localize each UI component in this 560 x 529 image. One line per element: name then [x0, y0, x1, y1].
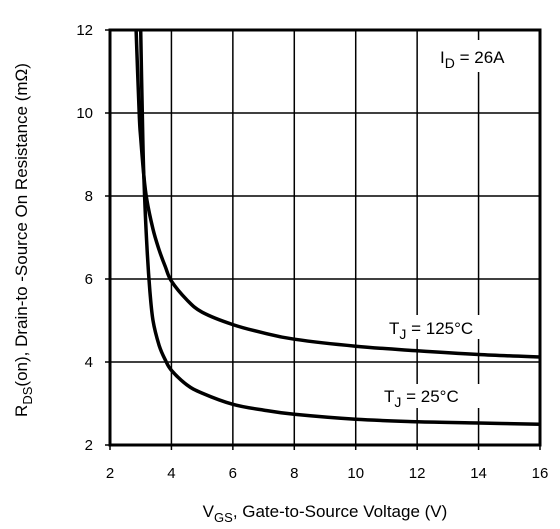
series-label-125c: TJ = 125°C	[385, 315, 505, 342]
y-tick-label: 12	[76, 22, 93, 39]
y-axis-title: RDS(on), Drain-to -Source On Resistance …	[12, 63, 35, 417]
x-tick-label: 4	[167, 465, 175, 482]
series-label-125c-bg	[385, 315, 505, 339]
y-tick-label: 4	[85, 354, 93, 371]
plot-frame	[108, 28, 542, 447]
grid	[110, 30, 540, 445]
id-annotation-text: ID = 26A	[440, 48, 505, 71]
series-line-tj-125c	[134, 29, 541, 359]
series-layer	[134, 29, 541, 427]
x-tick-label: 8	[290, 465, 298, 482]
x-tick-label: 16	[532, 465, 549, 482]
tick-labels: 2 4 6 8 10 12 14 16 2 4 6 8 10 12	[76, 22, 548, 482]
series-label-25c: TJ = 25°C	[380, 384, 490, 410]
series-label-125c-text: TJ = 125°C	[389, 319, 473, 342]
x-tick-label: 6	[229, 465, 237, 482]
x-tick-label: 14	[470, 465, 487, 482]
y-tick-label: 2	[85, 437, 93, 454]
id-annotation: ID = 26A	[432, 40, 532, 72]
x-tick-label: 2	[106, 465, 114, 482]
y-tick-label: 8	[85, 188, 93, 205]
x-tick-label: 12	[409, 465, 426, 482]
series-line-tj-25c	[138, 29, 541, 427]
x-axis-title: VGS, Gate-to-Source Voltage (V)	[203, 502, 448, 525]
id-annotation-bg	[432, 40, 532, 72]
x-tick-label: 10	[347, 465, 364, 482]
y-tick-label: 10	[76, 105, 93, 122]
series-label-25c-text: TJ = 25°C	[384, 387, 459, 410]
y-tick-label: 6	[85, 271, 93, 288]
series-label-25c-bg	[380, 384, 490, 408]
